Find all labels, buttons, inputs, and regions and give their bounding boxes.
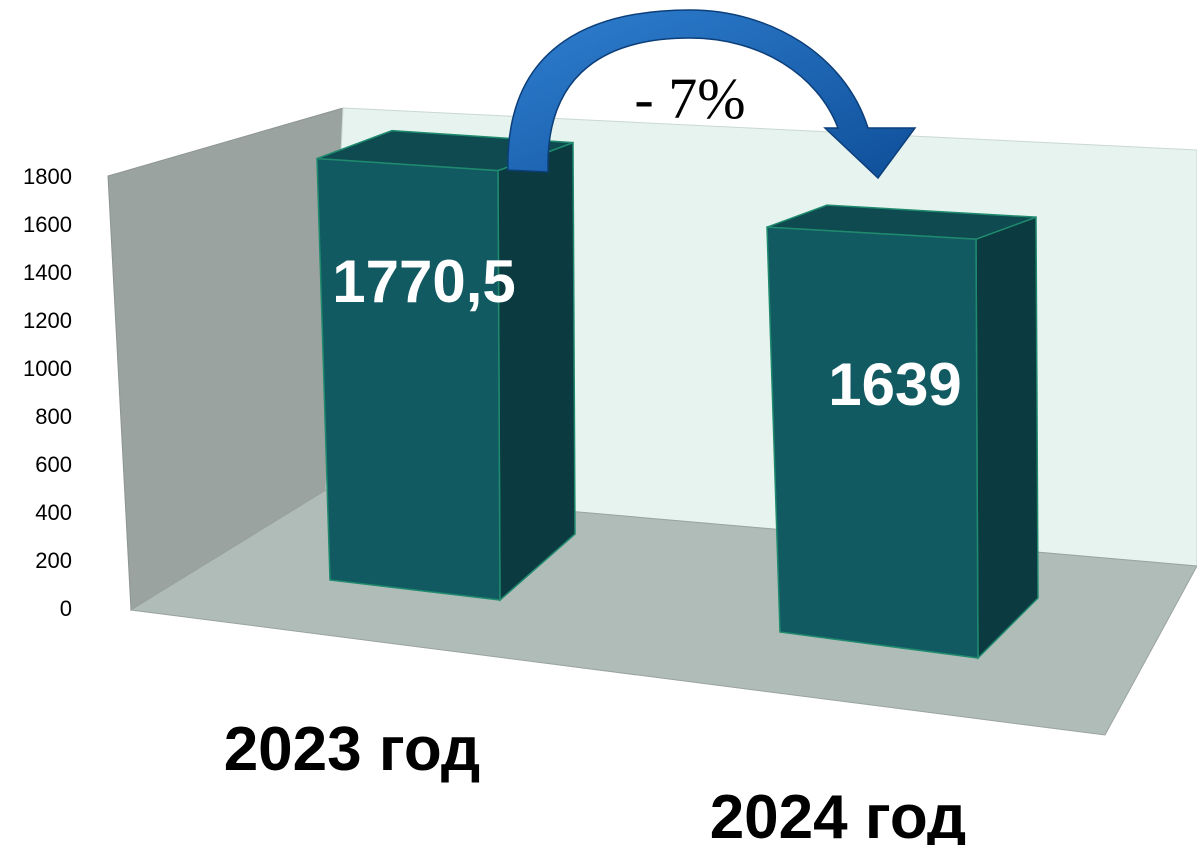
bar-front-face (766, 226, 979, 659)
y-tick-label: 1000 (23, 356, 72, 381)
y-tick-label: 600 (35, 452, 72, 477)
change-annotation: - 7% (634, 66, 745, 131)
y-tick-label: 1600 (23, 212, 72, 237)
bar-side-face (497, 141, 576, 602)
category-label-2024: 2024 год (710, 783, 967, 845)
value-label-2023: 1770,5 (332, 248, 516, 315)
category-label-2023: 2023 год (224, 715, 481, 784)
value-label-2024: 1639 (828, 351, 961, 418)
y-tick-label: 0 (60, 596, 72, 621)
y-tick-label: 800 (35, 404, 72, 429)
bar-side-face (975, 216, 1039, 660)
y-axis-ticks: 0 200 400 600 800 1000 1200 1400 1600 1800 (23, 164, 72, 621)
change-arrow-icon (507, 9, 917, 180)
y-tick-label: 1200 (23, 308, 72, 333)
y-tick-label: 400 (35, 500, 72, 525)
bar-front-face (316, 157, 501, 601)
bar-2024 (766, 204, 1039, 660)
bar-2023 (316, 129, 576, 602)
y-tick-label: 1400 (23, 260, 72, 285)
y-tick-label: 200 (35, 548, 72, 573)
y-tick-label: 1800 (23, 164, 72, 189)
